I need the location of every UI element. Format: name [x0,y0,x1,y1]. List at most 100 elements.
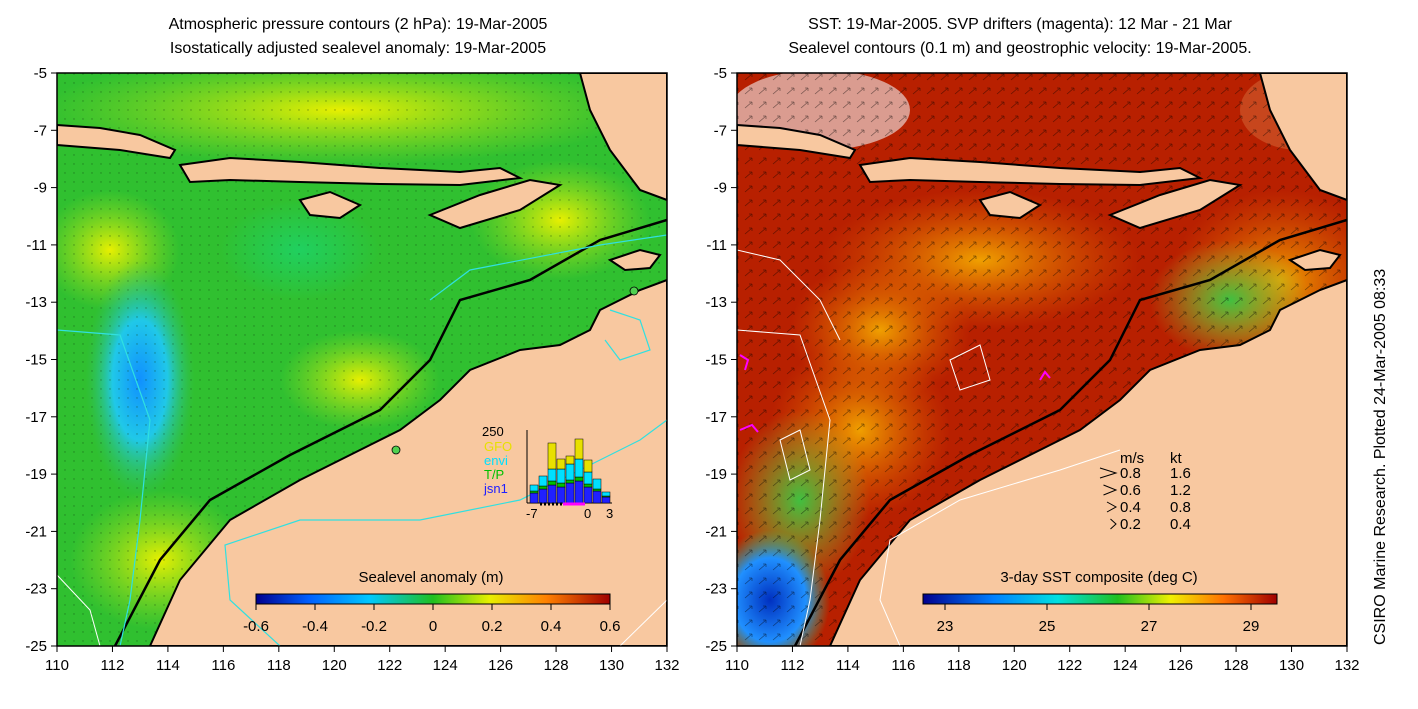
right-lat-tick-label: -5 [714,65,727,82]
left-lat-tick-label: -11 [26,237,47,254]
right-lat-tick-label: -9 [714,180,727,197]
velocity-kt-value: 1.2 [1170,482,1191,499]
left-lat-tick-label: -21 [25,523,47,540]
left-lon-tick-label: 114 [156,657,180,674]
right-lon-tick-label: 122 [1057,657,1082,674]
credit-text: CSIRO Marine Research. Plotted 24-Mar-20… [1372,268,1389,645]
left-lon-tick-label: 116 [211,657,235,674]
inset-bar-segment [556,486,566,504]
velocity-ms-value: 0.8 [1120,465,1141,482]
right-title-line1: SST: 19-Mar-2005. SVP drifters (magenta)… [808,16,1232,33]
inset-bar-segment [565,455,575,465]
velocity-scale-arrow [1110,518,1117,530]
left-lon-tick-label: 122 [377,657,402,674]
inset-bar-segment [583,471,593,485]
right-lon-tick-label: 110 [725,657,749,674]
left-lon-tick-label: 130 [599,657,624,674]
inset-bar-segment [547,442,557,470]
right-lat-tick-label: -15 [705,352,727,369]
velocity-scale-arrow [1103,484,1118,496]
left-cbar-tick-label: 0.2 [482,618,503,635]
inset-bar-segment [601,491,611,497]
inset-legend-gfo: GFO [484,439,512,454]
left-lon-tick-label: 126 [488,657,513,674]
inset-ymax-label: 250 [482,424,504,439]
right-lat-tick-label: -7 [714,122,727,139]
inset-bar-segment [565,479,575,484]
inset-bar-segment [565,463,575,481]
left-lat-tick-label: -5 [34,65,47,82]
inset-bar-segment [529,490,539,494]
inset-histogram: 250 -7 0 3 GFO envi T/P jsn1 [482,424,613,521]
right-lat-tick-label: -11 [706,237,727,254]
left-cbar-tick-label: 0.6 [600,618,621,635]
left-lat-tick-label: -13 [25,294,47,311]
velocity-scale-arrow [1106,501,1118,513]
velocity-scale-arrow [1099,467,1118,479]
velocity-ms-value: 0.6 [1120,482,1141,499]
right-lon-tick-label: 124 [1113,657,1138,674]
velocity-kt-value: 0.4 [1170,516,1191,533]
right-cbar-tick-label: 27 [1141,618,1158,635]
inset-bar-segment [592,490,602,504]
left-lat-tick-label: -25 [25,638,47,655]
velocity-ms-value: 0.4 [1120,499,1141,516]
left-lat-tick-label: -19 [25,466,47,483]
left-lat-tick-label: -15 [25,352,47,369]
inset-bar-segment [574,458,584,478]
inset-bar-segment [538,485,548,490]
inset-legend-jsn1: jsn1 [483,481,508,496]
inset-xtick-1: -7 [526,506,538,521]
right-lat-tick-label: -25 [705,638,727,655]
left-lat-tick-label: -23 [25,581,47,598]
left-cbar-tick-label: 0.4 [541,618,562,635]
right-lon-tick-label: 132 [1334,657,1359,674]
inset-bar-segment [538,488,548,504]
left-colorbar-label: Sealevel anomaly (m) [358,569,503,586]
right-colorbar: 3-day SST composite (deg C) 23 25 27 29 [922,569,1278,635]
inset-bar-segment [592,478,602,490]
left-colorbar: Sealevel anomaly (m) -0.6 -0.4 -0.2 0 0.2 0.4… [243,569,620,635]
inset-bar-segment [547,468,557,482]
inset-bar-segment [565,482,575,504]
velocity-ms-value: 0.2 [1120,516,1141,533]
inset-bar-segment [556,482,566,488]
right-cbar-tick-label: 25 [1039,618,1056,635]
left-title-line1: Atmospheric pressure contours (2 hPa): 1… [168,16,548,33]
inset-bar-segment [556,468,566,484]
left-lon-tick-label: 110 [45,657,69,674]
velocity-kt-value: 0.8 [1170,499,1191,516]
left-cbar-tick-label: 0 [429,618,437,635]
velocity-header-kt: kt [1170,450,1183,467]
right-lon-tick-label: 120 [1002,657,1027,674]
inset-legend-tp: T/P [484,467,504,482]
inset-xtick-3: 3 [606,506,613,521]
right-lat-tick-label: -13 [705,294,727,311]
right-lat-tick-label: -21 [705,523,727,540]
right-lat-tick-label: -19 [705,466,727,483]
inset-bar-segment [574,480,584,504]
inset-bar-segment [574,476,584,482]
right-lat-tick-label: -17 [705,409,727,426]
velocity-kt-value: 1.6 [1170,465,1191,482]
right-lon-tick-label: 126 [1168,657,1193,674]
inset-bar-segment [601,496,611,504]
velocity-header-ms: m/s [1120,450,1144,467]
left-cbar-tick-label: -0.4 [302,618,328,635]
left-map [57,73,667,646]
left-lat-tick-label: -9 [34,180,47,197]
inset-bar-segment [574,438,584,460]
axis-ticks: -5 -7 -9 -11 -13 -15 -17 -19 -21 -23 -25 110 112 114 1… [25,65,1359,674]
left-lon-tick-label: 120 [322,657,347,674]
right-map [737,73,1347,646]
right-title-line2: Sealevel contours (0.1 m) and geostrophi… [788,40,1252,57]
right-lon-tick-label: 114 [836,657,860,674]
inset-bar-segment [547,484,557,504]
right-lon-tick-label: 128 [1224,657,1249,674]
right-cbar-tick-label: 23 [937,618,954,635]
right-cbar-tick-label: 29 [1243,618,1260,635]
inset-bar-segment [583,486,593,504]
inset-bar-segment [583,459,593,473]
left-lon-tick-label: 118 [267,657,291,674]
